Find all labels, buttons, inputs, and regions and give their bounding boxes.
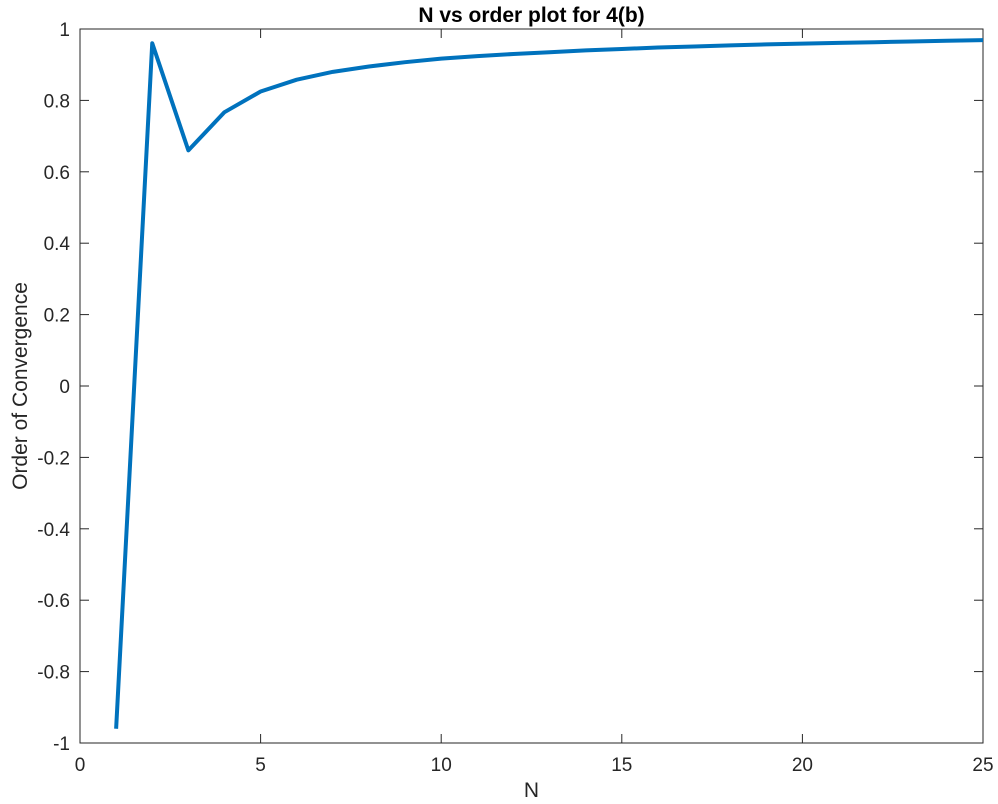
x-tick-label: 5 xyxy=(255,755,266,776)
y-tick-label: 1 xyxy=(59,20,70,41)
x-tick-label: 15 xyxy=(611,755,632,776)
y-tick-label: -1 xyxy=(53,734,70,755)
y-tick-label: 0.8 xyxy=(44,91,70,112)
y-axis-title: Order of Convergence xyxy=(9,282,32,490)
x-axis-title: N xyxy=(524,779,539,802)
y-tick-label: 0.4 xyxy=(44,234,71,255)
y-tick-label: -0.4 xyxy=(37,520,70,541)
y-tick-label: 0.6 xyxy=(44,163,70,184)
chart-title: N vs order plot for 4(b) xyxy=(418,4,644,27)
plot-area: 0 5 10 15 20 25 -1 -0.8 -0.6 -0.4 -0.2 0 0.2 0.4 0.6 0.… xyxy=(37,20,993,776)
x-tick-label: 25 xyxy=(972,755,993,776)
y-tick-label: -0.8 xyxy=(37,663,70,684)
y-tick-label: 0 xyxy=(59,377,70,398)
series-line xyxy=(114,38,984,729)
y-tick-label: 0.2 xyxy=(44,306,70,327)
x-tick-label: 0 xyxy=(75,755,86,776)
x-tick-label: 20 xyxy=(792,755,813,776)
y-tick-label: -0.2 xyxy=(37,448,70,469)
x-tick-label: 10 xyxy=(431,755,452,776)
y-tick-label: -0.6 xyxy=(37,591,70,612)
